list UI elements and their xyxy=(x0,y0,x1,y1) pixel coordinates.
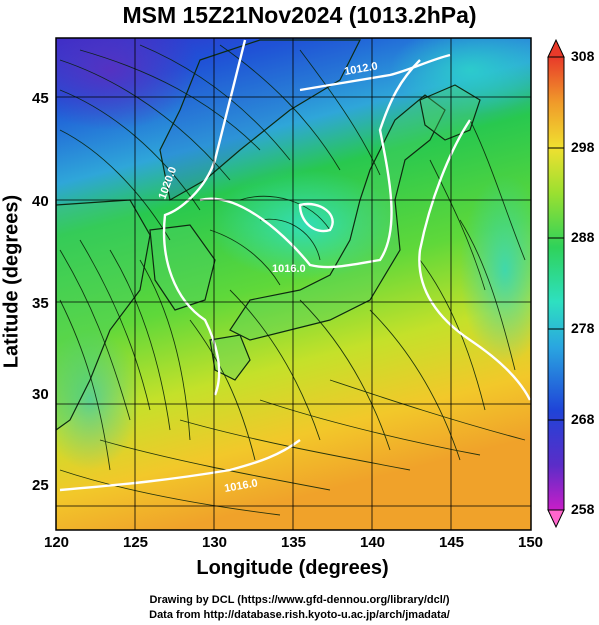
x-tick-label: 140 xyxy=(360,534,386,551)
colorbar-tick-label: 298 xyxy=(571,139,595,155)
isobar-1016-east xyxy=(299,53,451,92)
sea-of-japan-area xyxy=(210,170,400,280)
map-title: MSM 15Z21Nov2024 (1013.2hPa) xyxy=(122,2,477,28)
plot-frame xyxy=(55,37,532,531)
y-tick-label: 40 xyxy=(32,193,49,210)
russia-manchuria xyxy=(159,39,361,201)
colorbar-tick-label: 268 xyxy=(571,411,595,427)
colorbar-tick-label: 278 xyxy=(571,320,595,336)
contour-label: 1016.0 xyxy=(272,263,306,275)
contour-label: 1016.0 xyxy=(223,477,258,495)
data-credit: Data from http://database.rish.kyoto-u.a… xyxy=(149,609,450,621)
isobar-1012 xyxy=(418,119,531,401)
y-tick-label: 30 xyxy=(32,386,49,403)
y-tick-label: 35 xyxy=(32,295,49,312)
china-coast xyxy=(56,199,151,431)
isobar-closed-low xyxy=(298,202,334,233)
colorbar-max-arrow xyxy=(547,38,565,58)
x-tick-label: 130 xyxy=(202,534,228,551)
x-tick-label: 145 xyxy=(439,534,465,551)
x-axis-title: Longitude (degrees) xyxy=(196,557,389,579)
x-tick-label: 135 xyxy=(281,534,307,551)
isobar-1020 xyxy=(162,39,247,396)
isobar-1016-south xyxy=(59,439,301,492)
x-tick-label: 125 xyxy=(123,534,149,551)
x-tick-label: 150 xyxy=(518,534,544,551)
y-tick-label: 25 xyxy=(32,477,49,494)
x-tick-label: 120 xyxy=(44,534,70,551)
y-axis-title: Latitude (degrees) xyxy=(0,194,23,369)
colorbar-min-arrow xyxy=(547,509,565,529)
colorbar-tick-label: 258 xyxy=(571,501,595,517)
contour-label: 1012.0 xyxy=(343,60,378,78)
honshu-island xyxy=(229,94,446,341)
isobars xyxy=(59,39,531,492)
map-grid xyxy=(56,38,531,530)
colorbar xyxy=(547,38,565,529)
korea-peninsula xyxy=(149,224,216,311)
drawing-credit: Drawing by DCL (https://www.gfd-dennou.o… xyxy=(149,594,450,606)
y-tick-label: 45 xyxy=(32,90,49,107)
isobar-1016-north xyxy=(199,59,421,269)
colorbar-tick-label: 308 xyxy=(571,48,595,64)
colorbar-tick-label: 288 xyxy=(571,229,595,245)
